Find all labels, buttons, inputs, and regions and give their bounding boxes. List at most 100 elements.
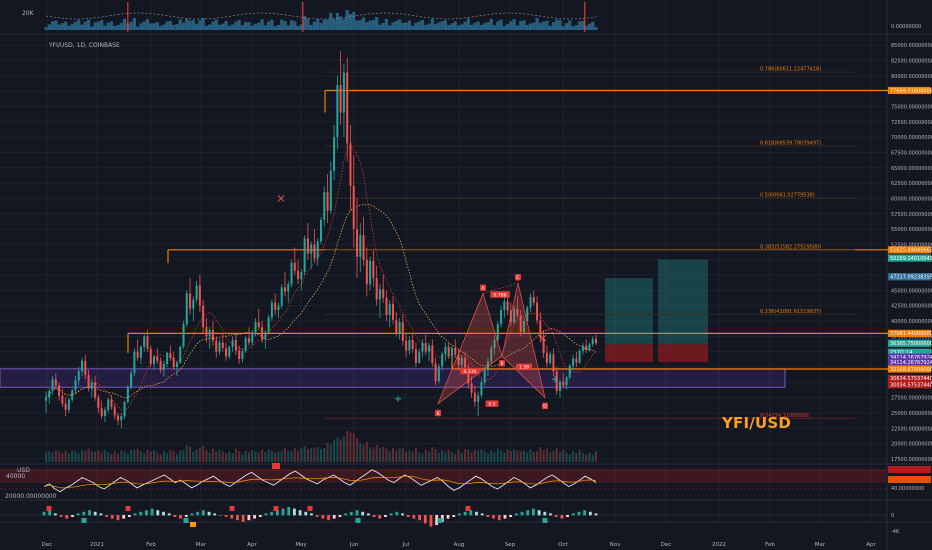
candle-body[interactable] <box>218 342 221 352</box>
candle-body[interactable] <box>500 309 503 325</box>
candle-body[interactable] <box>117 415 120 421</box>
candle-body[interactable] <box>198 285 201 306</box>
candle-body[interactable] <box>123 401 126 417</box>
candle-body[interactable] <box>572 358 575 366</box>
candle-body[interactable] <box>542 338 545 353</box>
candle-body[interactable] <box>493 340 496 348</box>
candle-body[interactable] <box>342 72 345 113</box>
candle-body[interactable] <box>221 342 224 348</box>
candle-body[interactable] <box>169 352 172 358</box>
candle-body[interactable] <box>306 238 309 254</box>
candle-body[interactable] <box>136 351 139 358</box>
candle-body[interactable] <box>297 270 300 280</box>
candle-body[interactable] <box>133 351 136 374</box>
candle-body[interactable] <box>251 332 254 343</box>
candle-body[interactable] <box>333 137 336 171</box>
candlestick-series[interactable] <box>44 51 598 429</box>
candle-body[interactable] <box>395 319 398 334</box>
candle-body[interactable] <box>575 358 578 363</box>
candle-body[interactable] <box>388 303 391 315</box>
candle-body[interactable] <box>405 340 408 351</box>
candle-body[interactable] <box>457 354 460 366</box>
candle-body[interactable] <box>225 347 228 357</box>
price-axis[interactable]: 85000.00000000 82500.00000000 80000.000000… <box>891 24 932 535</box>
candle-body[interactable] <box>470 383 473 393</box>
candle-body[interactable] <box>450 347 453 356</box>
candle-body[interactable] <box>202 305 205 328</box>
candle-body[interactable] <box>568 365 571 378</box>
candle-body[interactable] <box>113 406 116 416</box>
candle-body[interactable] <box>464 357 467 368</box>
candle-body[interactable] <box>418 351 421 363</box>
candle-body[interactable] <box>480 382 483 396</box>
candle-body[interactable] <box>277 305 280 310</box>
candle-body[interactable] <box>195 285 198 300</box>
candle-body[interactable] <box>64 403 67 410</box>
candle-body[interactable] <box>473 392 476 402</box>
candle-body[interactable] <box>267 317 270 333</box>
candle-body[interactable] <box>189 293 192 309</box>
candle-body[interactable] <box>316 241 319 259</box>
candle-body[interactable] <box>382 289 385 298</box>
candle-body[interactable] <box>329 170 332 211</box>
pattern-triangle-xab[interactable] <box>437 292 503 405</box>
candle-body[interactable] <box>477 395 480 402</box>
candle-body[interactable] <box>401 322 404 341</box>
candle-body[interactable] <box>234 340 237 351</box>
candle-body[interactable] <box>578 351 581 363</box>
candle-body[interactable] <box>97 397 100 409</box>
candle-body[interactable] <box>166 352 169 364</box>
candle-body[interactable] <box>149 348 152 364</box>
candle-body[interactable] <box>84 360 87 375</box>
candle-body[interactable] <box>270 302 273 318</box>
candle-body[interactable] <box>228 346 231 357</box>
candle-body[interactable] <box>372 260 375 279</box>
candle-body[interactable] <box>293 262 296 271</box>
candle-body[interactable] <box>588 344 591 350</box>
candle-body[interactable] <box>107 399 110 410</box>
candle-body[interactable] <box>48 390 51 398</box>
candle-body[interactable] <box>378 289 381 300</box>
candle-body[interactable] <box>585 345 588 350</box>
candle-body[interactable] <box>67 399 70 410</box>
support-zone-box[interactable] <box>0 368 786 388</box>
candle-body[interactable] <box>77 371 80 381</box>
candle-body[interactable] <box>162 363 165 371</box>
candle-body[interactable] <box>460 357 463 366</box>
candle-body[interactable] <box>539 320 542 339</box>
candle-body[interactable] <box>247 338 250 343</box>
candle-body[interactable] <box>529 297 532 308</box>
candle-body[interactable] <box>156 356 159 361</box>
candle-body[interactable] <box>496 324 499 341</box>
candle-body[interactable] <box>172 357 175 367</box>
candle-body[interactable] <box>359 235 362 257</box>
candle-body[interactable] <box>434 363 437 382</box>
target-zone-profit[interactable] <box>658 259 708 345</box>
candle-body[interactable] <box>130 373 133 388</box>
candle-body[interactable] <box>61 395 64 404</box>
candle-body[interactable] <box>408 340 411 351</box>
candle-body[interactable] <box>444 346 447 355</box>
candle-body[interactable] <box>555 371 558 391</box>
candle-body[interactable] <box>441 354 444 367</box>
candle-body[interactable] <box>231 340 234 347</box>
candle-body[interactable] <box>362 235 365 260</box>
candle-body[interactable] <box>365 259 368 285</box>
candle-body[interactable] <box>490 347 493 362</box>
candle-body[interactable] <box>94 382 97 398</box>
candle-body[interactable] <box>352 186 355 230</box>
candle-body[interactable] <box>283 287 286 292</box>
candle-body[interactable] <box>287 284 290 292</box>
candle-body[interactable] <box>54 379 57 386</box>
candle-body[interactable] <box>552 354 555 372</box>
candle-body[interactable] <box>326 192 329 211</box>
candle-body[interactable] <box>346 72 349 144</box>
candle-body[interactable] <box>261 327 264 340</box>
candle-body[interactable] <box>532 297 535 303</box>
candle-body[interactable] <box>208 330 211 337</box>
candle-body[interactable] <box>146 336 149 349</box>
candle-body[interactable] <box>185 293 188 325</box>
candle-body[interactable] <box>74 380 77 391</box>
candle-body[interactable] <box>467 367 470 384</box>
